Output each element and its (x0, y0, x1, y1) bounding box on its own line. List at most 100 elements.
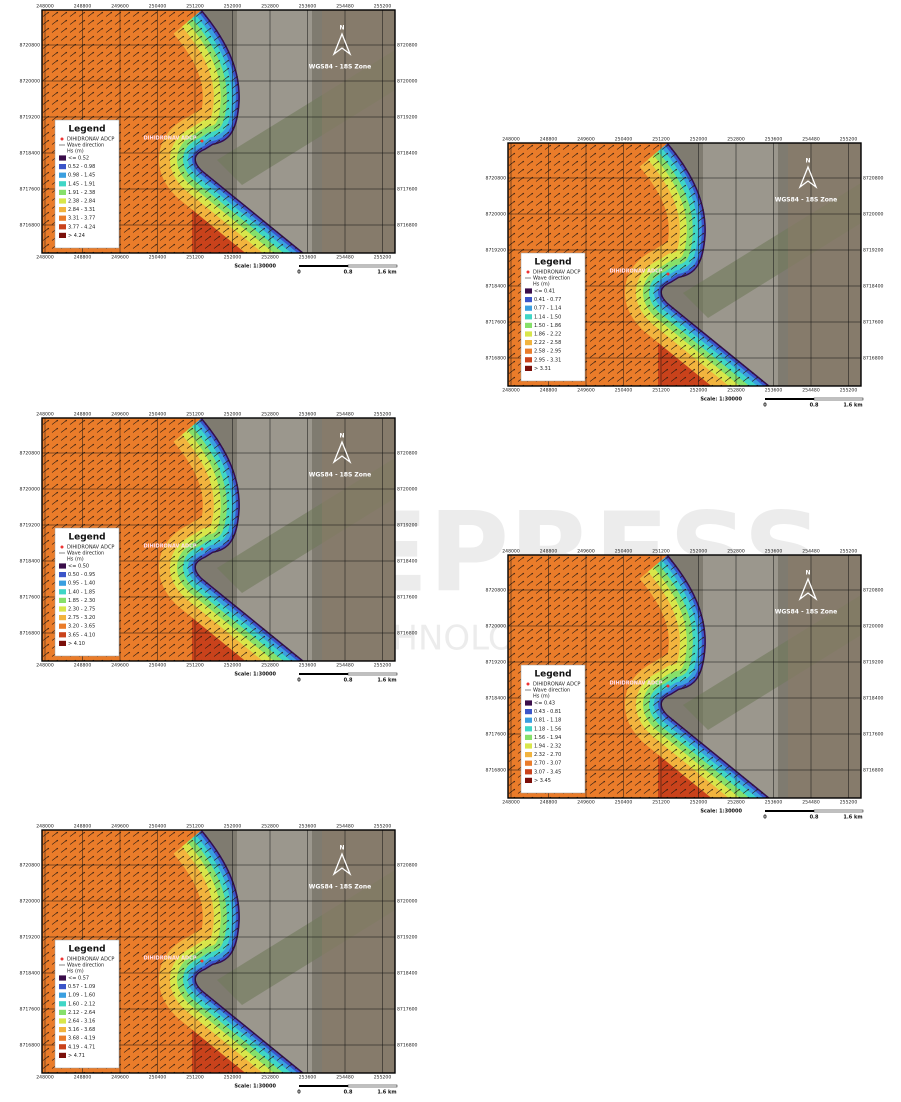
x-tick-label: 248000 (36, 824, 54, 830)
legend-class: 1.56 - 1.94 (534, 735, 561, 741)
legend-adcp-icon (60, 545, 64, 549)
x-tick-label: 252000 (690, 549, 708, 555)
x-tick-label: 248800 (540, 388, 558, 394)
legend-title: Legend (68, 533, 105, 543)
y-tick-label: 8720000 (20, 487, 41, 493)
legend-class: 1.86 - 2.22 (534, 332, 561, 338)
y-tick-label: 8720000 (863, 212, 884, 218)
legend-class: > 3.31 (534, 366, 551, 372)
y-tick-label: 8718400 (20, 559, 41, 565)
legend-swatch (59, 623, 66, 629)
legend-swatch (59, 572, 66, 578)
y-tick-label: 8716800 (20, 631, 41, 637)
legend-swatch (525, 769, 532, 775)
x-tick-label: 248000 (36, 1075, 54, 1081)
x-tick-label: 252800 (727, 388, 745, 394)
x-tick-label: 252000 (690, 137, 708, 143)
x-tick-label: 248000 (502, 388, 520, 394)
map-frame (41, 829, 396, 1074)
legend-swatch (525, 297, 532, 303)
x-tick-label: 251200 (652, 549, 670, 555)
x-tick-label: 249600 (111, 4, 129, 10)
scale-tick-label: 0.8 (344, 678, 353, 684)
y-tick-label: 8719200 (863, 248, 884, 254)
x-tick-label: 251200 (186, 412, 204, 418)
y-tick-label: 8720000 (397, 79, 418, 85)
y-tick-label: 8719200 (20, 523, 41, 529)
x-tick-label: 248800 (74, 663, 92, 669)
y-tick-label: 8719200 (397, 935, 418, 941)
legend-swatch (525, 717, 532, 723)
legend-class: 2.38 - 2.84 (68, 199, 95, 205)
scale-tick-label: 0.8 (810, 815, 819, 821)
x-tick-label: 255200 (840, 549, 858, 555)
legend-class: 2.30 - 2.75 (68, 607, 95, 613)
x-tick-label: 255200 (374, 412, 392, 418)
legend-swatch (525, 322, 532, 328)
legend-class: 0.77 - 1.14 (534, 306, 561, 312)
adcp-label: DIHIDRONAV ADCP (144, 956, 197, 962)
x-tick-label: 255200 (840, 388, 858, 394)
scale-bar (813, 809, 864, 813)
legend-swatch (59, 164, 66, 170)
legend-wave: Wave direction (67, 551, 104, 557)
legend-hs: Hs (m) (67, 149, 84, 155)
x-tick-label: 251200 (186, 663, 204, 669)
legend-class: 3.68 - 4.19 (68, 1036, 95, 1042)
x-tick-label: 248800 (74, 824, 92, 830)
legend-title: Legend (534, 258, 571, 268)
legend-swatch (525, 734, 532, 740)
legend-class: 2.84 - 3.31 (68, 207, 95, 213)
y-tick-label: 8720000 (397, 487, 418, 493)
x-tick-label: 252800 (261, 663, 279, 669)
x-tick-label: 250400 (149, 412, 167, 418)
scale-tick-label: 0 (297, 678, 301, 684)
x-tick-label: 248000 (36, 255, 54, 261)
legend-class: 1.09 - 1.60 (68, 993, 95, 999)
legend-swatch (59, 207, 66, 213)
map-panel: 248000 248000 248800 248800 249600 249600 2504… (486, 137, 884, 409)
scale-tick-label: 1.6 km (377, 270, 396, 276)
legend-class: 1.18 - 1.56 (534, 726, 561, 732)
legend-class: 0.41 - 0.77 (534, 297, 561, 303)
y-tick-label: 8716800 (486, 768, 507, 774)
legend-class: 2.75 - 3.20 (68, 615, 95, 621)
legend-class: 1.85 - 2.30 (68, 598, 95, 604)
scale-tick-label: 0.8 (810, 403, 819, 409)
north-label: N (339, 845, 344, 852)
x-tick-label: 251200 (186, 1075, 204, 1081)
x-tick-label: 252000 (224, 412, 242, 418)
legend-class: 3.77 - 4.24 (68, 224, 95, 230)
legend-swatch (525, 752, 532, 758)
legend-swatch (525, 726, 532, 732)
adcp-marker (200, 139, 204, 143)
hills (788, 555, 861, 798)
legend-swatch (59, 1001, 66, 1007)
legend-swatch (59, 224, 66, 230)
legend-class: 0.50 - 0.95 (68, 572, 95, 578)
scale-tick-label: 0.8 (344, 270, 353, 276)
x-tick-label: 252000 (690, 800, 708, 806)
x-tick-label: 248800 (540, 137, 558, 143)
legend-swatch (525, 348, 532, 354)
scale-tick-label: 0 (297, 1090, 301, 1096)
north-arrow (332, 852, 352, 876)
scale-tick-label: 1.6 km (843, 815, 862, 821)
legend-class: 2.32 - 2.70 (534, 752, 561, 758)
x-tick-label: 248800 (74, 4, 92, 10)
x-tick-label: 253600 (765, 549, 783, 555)
x-tick-label: 254480 (336, 663, 354, 669)
north-arrow (332, 440, 352, 464)
x-tick-label: 251200 (652, 800, 670, 806)
legend-hs: Hs (m) (67, 557, 84, 563)
x-tick-label: 249600 (111, 412, 129, 418)
y-tick-label: 8717600 (20, 187, 41, 193)
x-tick-label: 253600 (299, 4, 317, 10)
y-tick-label: 8720000 (486, 624, 507, 630)
adcp-marker (666, 272, 670, 276)
legend-class: 3.65 - 4.10 (68, 632, 95, 638)
y-tick-label: 8718400 (486, 696, 507, 702)
legend-class: 2.58 - 2.95 (534, 349, 561, 355)
legend-swatch (525, 305, 532, 311)
